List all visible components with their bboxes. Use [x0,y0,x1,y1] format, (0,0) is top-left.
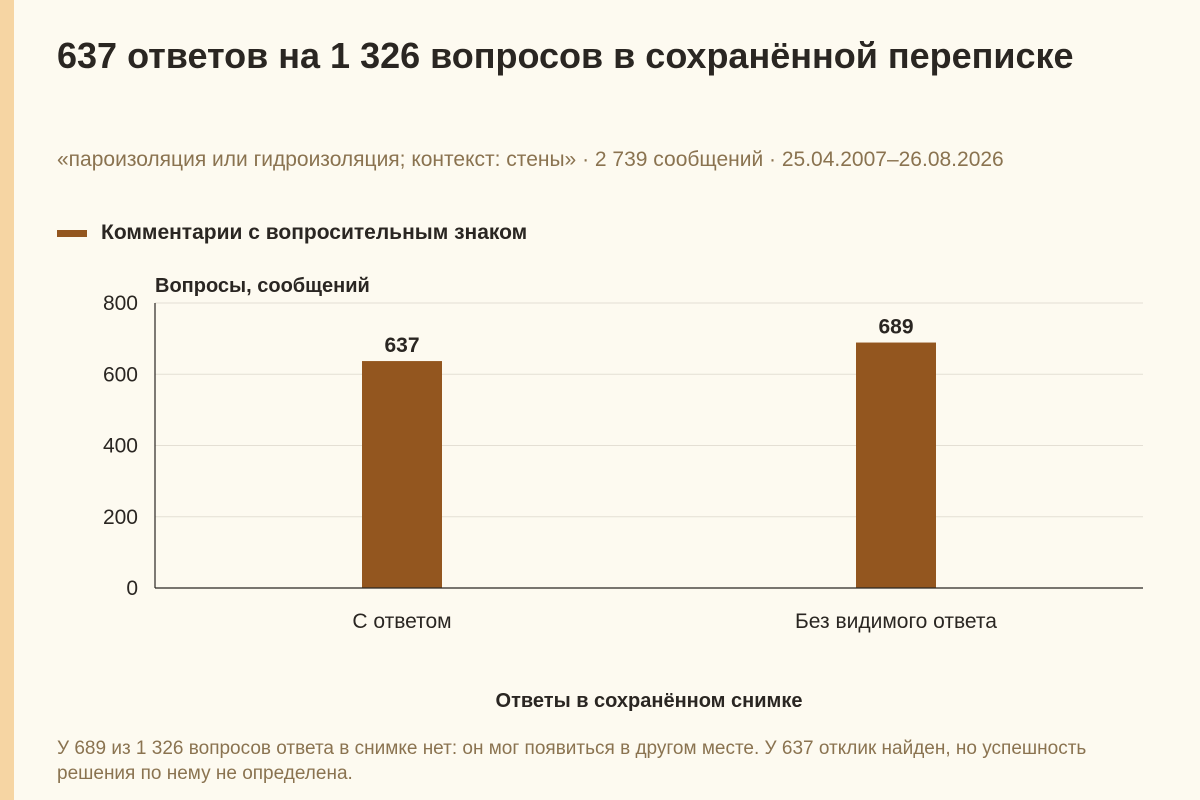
grid-layer [155,302,1143,518]
x-category-label: С ответом [352,610,451,633]
label-layer: 0 200 400 600 800 Вопросы, сообщений 637 С отве… [103,275,997,712]
x-category-label: Без видимого ответа [795,610,997,633]
legend: Комментарии с вопросительным знаком [57,219,527,247]
axis-layer [154,303,1143,589]
bar [856,342,936,588]
accent-stripe [0,0,14,800]
legend-label: Комментарии с вопросительным знаком [101,221,528,244]
y-tick-label: 600 [103,363,138,386]
bar-value-label: 637 [384,334,419,357]
legend-swatch [57,229,87,237]
bar-layer [362,342,936,588]
footnote: У 689 из 1 326 вопросов ответа в снимке … [57,738,1087,784]
chart-title: 637 ответов на 1 326 вопросов в сохранён… [57,35,1074,76]
y-tick-label: 200 [103,506,138,529]
bar [362,361,442,588]
y-tick-label: 400 [103,435,138,458]
chart-subtitle: «пароизоляция или гидроизоляция; контекс… [57,148,1004,171]
x-axis-title: Ответы в сохранённом снимке [496,690,803,712]
bar-chart: 0 200 400 600 800 Вопросы, сообщений 637 С отве… [103,275,1143,712]
y-axis-title: Вопросы, сообщений [155,275,370,297]
y-tick-label: 0 [126,577,138,600]
bar-value-label: 689 [878,316,913,339]
y-tick-label: 800 [103,292,138,315]
